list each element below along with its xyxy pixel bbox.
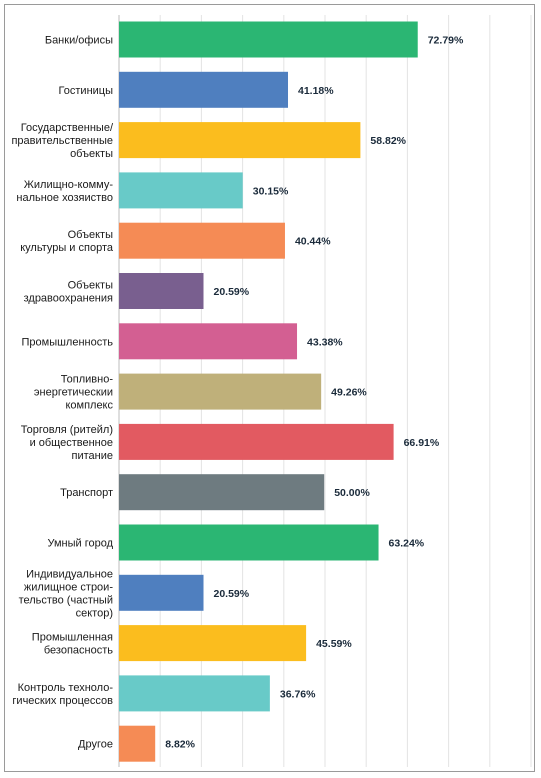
data-label: 30.15%: [253, 185, 289, 197]
category-label-line: тельство (частный: [19, 594, 113, 606]
bar: [119, 675, 270, 712]
category-label-line: Промышленность: [21, 336, 113, 348]
category-label-line: Транспорт: [60, 487, 113, 499]
data-label: 58.82%: [370, 135, 406, 147]
category-label-line: Банки/офисы: [45, 35, 113, 47]
bar: [119, 71, 289, 108]
data-label: 45.59%: [316, 638, 352, 650]
category-label-line: Индивидуальное: [26, 568, 113, 580]
category-label-line: здравоохранения: [24, 293, 113, 305]
category-label-line: комплекс: [65, 400, 113, 412]
category-label-line: питание: [72, 450, 113, 462]
category-label-line: нальное хозяиство: [16, 192, 113, 204]
category-label: Торговля (ритейл) и общественное питание: [21, 424, 113, 462]
category-label: Банки/офисы: [45, 35, 113, 47]
category-label-line: правительственные: [11, 135, 113, 147]
category-label-line: Объекты: [68, 280, 113, 292]
data-label: 40.44%: [295, 236, 331, 248]
bar: [119, 172, 243, 209]
bar: [119, 725, 156, 762]
category-label-line: Умный город: [47, 538, 113, 550]
bar: [119, 574, 204, 611]
category-label: Другое: [78, 739, 113, 751]
bar: [119, 625, 307, 662]
data-label: 36.76%: [280, 688, 316, 700]
bar-chart: 72.79% Банки/офисы 41.18% Гостиницы 58.82% Го…: [11, 15, 532, 767]
category-label: Контроль техноло-гических процессов: [12, 682, 113, 707]
category-label-line: Торговля (ритейл): [21, 424, 113, 436]
category-label: Промышленность: [21, 336, 113, 348]
category-label: Умный город: [47, 538, 113, 550]
category-label-line: Гостиницы: [59, 85, 114, 97]
category-label: Индивидуальное жилищное строи-тельство (ч…: [19, 568, 114, 619]
bar: [119, 474, 325, 511]
category-label: Гостиницы: [59, 85, 114, 97]
category-label-line: энергетическии: [34, 387, 113, 399]
category-label: Промышленная безопасность: [32, 632, 113, 657]
bar: [119, 323, 298, 360]
bar: [119, 222, 285, 259]
data-label: 41.18%: [298, 85, 334, 97]
data-label: 49.26%: [331, 387, 367, 399]
bar: [119, 524, 379, 561]
data-label: 72.79%: [428, 35, 464, 47]
data-label: 20.59%: [214, 588, 250, 600]
category-label-line: сектор): [76, 607, 113, 619]
category-label: Объекты здравоохранения: [24, 280, 113, 305]
bar: [119, 373, 322, 410]
category-label-line: Другое: [78, 739, 113, 751]
category-label-line: Государственные/: [21, 122, 114, 134]
data-label: 66.91%: [404, 437, 440, 449]
category-label-line: Жилищно-комму-: [24, 179, 114, 191]
category-label-line: безопасность: [44, 645, 113, 657]
bar: [119, 423, 394, 460]
category-label: Транспорт: [60, 487, 113, 499]
category-label-line: культуры и спорта: [20, 242, 114, 254]
data-label: 63.24%: [389, 538, 425, 550]
data-label: 50.00%: [334, 487, 370, 499]
category-label-line: Контроль техноло-: [18, 682, 114, 694]
bar: [119, 122, 361, 159]
category-label-line: Промышленная: [32, 632, 113, 644]
category-label-line: жилищное строи-: [24, 581, 113, 593]
category-label-line: гических процессов: [12, 695, 113, 707]
category-label: Жилищно-комму-нальное хозяиство: [16, 179, 113, 204]
bar: [119, 273, 204, 309]
chart-frame: 72.79% Банки/офисы 41.18% Гостиницы 58.82% Го…: [4, 4, 535, 772]
data-label: 8.82%: [165, 739, 195, 751]
category-label: Государственные/правительственные объекты: [11, 122, 113, 160]
category-label-line: Объекты: [68, 229, 113, 241]
category-label-line: Топливно-: [61, 374, 114, 386]
category-label-line: объекты: [70, 148, 113, 160]
category-label-line: и общественное: [30, 437, 113, 449]
data-label: 43.38%: [307, 336, 343, 348]
category-label: Топливно-энергетическии комплекс: [34, 374, 114, 412]
bar: [119, 21, 418, 58]
data-label: 20.59%: [214, 286, 250, 298]
category-label: Объекты культуры и спорта: [20, 229, 114, 254]
